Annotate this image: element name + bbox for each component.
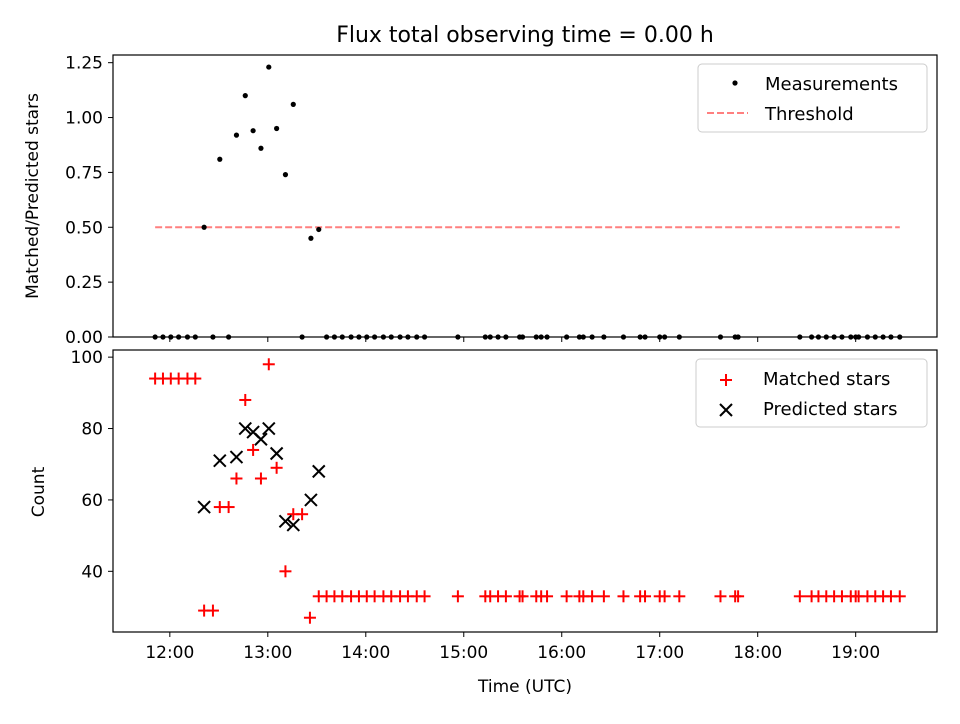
- matched-star-point: [296, 508, 309, 521]
- count-x-tick-label: 17:00: [635, 643, 684, 663]
- count-x-axis-label: Time (UTC): [477, 677, 572, 697]
- matched-star-point: [516, 590, 529, 603]
- matched-star-point: [499, 590, 512, 603]
- matched-star-points: [149, 358, 906, 624]
- legend-measurements-label: Measurements: [765, 74, 898, 95]
- matched-star-point: [279, 565, 292, 578]
- measurement-point: [282, 172, 289, 178]
- legend-matched-marker: [720, 374, 732, 386]
- predicted-star-point: [262, 421, 276, 436]
- predicted-star-point: [229, 450, 244, 464]
- predicted-star-point: [312, 464, 326, 479]
- measurement-point: [316, 226, 322, 233]
- matched-star-point: [303, 611, 316, 624]
- count-y-tick-label: 40: [81, 562, 103, 582]
- ratio-y-tick-label: 1.00: [65, 109, 103, 129]
- count-panel: 12:00 13:00 14:00 15:00 16:00 17:00 18:00 19:00…: [29, 348, 938, 697]
- measurement-point: [274, 125, 280, 132]
- ratio-axis-ticks: 0.00 0.25 0.50 0.75 1.00 1.25: [65, 54, 857, 348]
- count-y-tick-label: 80: [81, 420, 103, 440]
- matched-star-point: [597, 590, 610, 603]
- ratio-y-tick-label: 0.50: [65, 218, 103, 238]
- matched-star-point: [541, 590, 554, 603]
- matched-star-point: [230, 472, 243, 485]
- matched-star-point: [793, 590, 806, 603]
- count-axis-ticks: 12:00 13:00 14:00 15:00 16:00 17:00 18:00 19:00…: [71, 348, 881, 663]
- ratio-y-tick-label: 0.25: [65, 273, 103, 293]
- measurement-point: [308, 235, 314, 241]
- matched-star-point: [673, 590, 686, 603]
- measurement-point: [201, 224, 207, 230]
- ratio-panel: 0.00 0.25 0.50 0.75 1.00 1.25 Matched/Predict…: [23, 54, 938, 348]
- count-x-tick-label: 18:00: [733, 643, 782, 663]
- matched-star-point: [732, 590, 745, 603]
- predicted-star-point: [254, 432, 268, 446]
- matched-star-point: [560, 590, 573, 603]
- matched-star-point: [893, 590, 906, 603]
- matched-star-point: [418, 590, 431, 603]
- count-y-axis-label: Count: [29, 466, 49, 517]
- predicted-star-point: [269, 446, 284, 461]
- count-x-tick-label: 16:00: [537, 643, 586, 663]
- count-x-tick-label: 19:00: [831, 643, 880, 663]
- matched-star-point: [247, 443, 260, 456]
- count-plot-frame: [112, 349, 938, 633]
- ratio-y-axis-label: Matched/Predicted stars: [23, 93, 43, 299]
- matched-star-point: [262, 358, 275, 371]
- matched-star-point: [586, 590, 599, 603]
- matched-star-point: [270, 461, 283, 474]
- count-legend: Matched stars Predicted stars: [695, 358, 928, 428]
- measurement-point: [217, 156, 223, 162]
- matched-star-point: [617, 590, 630, 603]
- matched-star-point: [658, 590, 671, 603]
- ratio-legend-box: [697, 63, 928, 133]
- matched-star-point: [206, 604, 219, 617]
- measurement-point: [266, 64, 272, 70]
- predicted-star-points: [197, 421, 326, 532]
- count-x-tick-label: 13:00: [243, 643, 292, 663]
- measurement-point: [258, 145, 264, 151]
- count-x-tick-label: 14:00: [341, 643, 390, 663]
- matched-star-point: [451, 590, 464, 603]
- legend-predicted-marker: [719, 403, 733, 417]
- predicted-star-point: [197, 500, 211, 514]
- count-legend-box: [695, 358, 928, 428]
- matched-star-point: [189, 372, 202, 385]
- matched-star-point: [714, 590, 727, 603]
- predicted-star-point: [213, 453, 227, 468]
- predicted-star-point: [238, 421, 252, 436]
- count-x-tick-label: 12:00: [145, 643, 194, 663]
- measurement-point: [233, 132, 240, 138]
- measurement-point: [290, 101, 296, 107]
- matched-star-point: [222, 501, 235, 514]
- predicted-star-point: [278, 514, 293, 529]
- predicted-star-point: [304, 493, 318, 507]
- ratio-y-tick-label: 1.25: [65, 54, 103, 74]
- legend-measurements-marker: [732, 80, 738, 86]
- ratio-y-tick-label: 0.75: [65, 163, 103, 183]
- ratio-y-tick-label: 0.00: [65, 328, 103, 348]
- count-y-tick-label: 60: [81, 491, 103, 511]
- legend-predicted-label: Predicted stars: [763, 399, 897, 420]
- ratio-legend: Measurements Threshold: [697, 63, 928, 133]
- figure-title: Flux total observing time = 0.00 h: [336, 23, 714, 48]
- matched-star-point: [639, 590, 652, 603]
- measurement-point: [242, 92, 248, 99]
- predicted-star-point: [286, 518, 300, 532]
- ratio-plot-frame: [112, 54, 938, 338]
- count-y-tick-label: 100: [71, 348, 103, 368]
- measurement-point: [250, 128, 256, 134]
- count-x-tick-label: 15:00: [439, 643, 488, 663]
- matched-star-point: [254, 472, 267, 485]
- legend-threshold-label: Threshold: [764, 104, 854, 125]
- legend-matched-label: Matched stars: [763, 369, 890, 390]
- matched-star-point: [239, 393, 252, 406]
